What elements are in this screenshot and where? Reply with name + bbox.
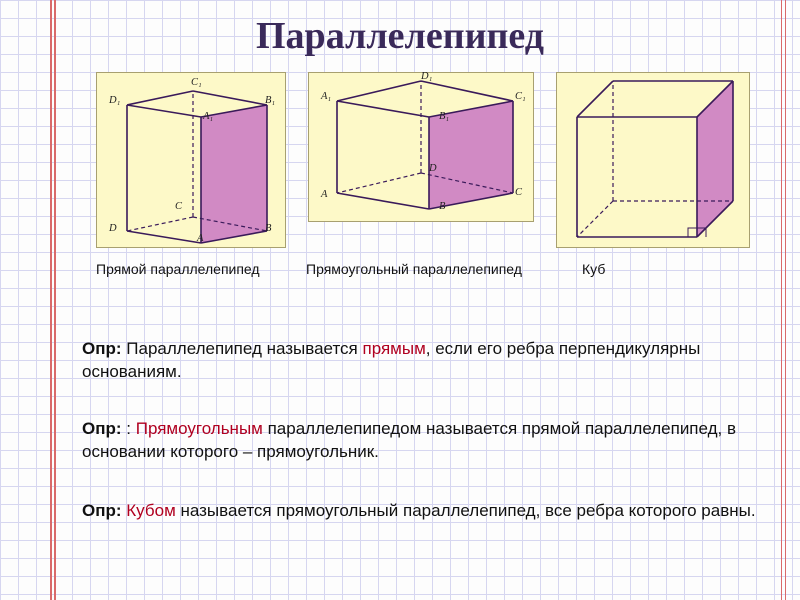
vertex-label: C [515, 187, 522, 198]
vertex-label: A [197, 233, 203, 244]
vertex-label: D [429, 163, 437, 174]
margin-line [54, 0, 56, 600]
page-title: Параллелепипед [0, 14, 800, 58]
figure-right-parallelepiped: D A B C D₁ A₁ B₁ C₁ [96, 72, 286, 248]
vertex-label: D [109, 223, 117, 234]
figure-cube [556, 72, 750, 248]
margin-line [50, 0, 52, 600]
vertex-label: C [175, 201, 182, 212]
opr-label: Опр: [82, 419, 122, 438]
def-text: Параллелепипед называется [126, 339, 362, 358]
margin-line [781, 0, 783, 600]
vertex-label: B [265, 223, 271, 234]
def-keyword: Кубом [126, 501, 175, 520]
vertex-label: B₁ [439, 111, 449, 122]
vertex-label: B₁ [265, 95, 275, 106]
prism-svg [557, 73, 749, 247]
margin-line [785, 0, 787, 600]
opr-label: Опр: [82, 501, 122, 520]
prism-svg [309, 73, 533, 221]
vertex-label: A₁ [203, 111, 213, 122]
vertex-label: D₁ [109, 95, 120, 106]
figures-row: D A B C D₁ A₁ B₁ C₁ A B C D A₁ B₁ C₁ D₁ [96, 72, 750, 248]
opr-label: Опр: [82, 339, 122, 358]
caption: Прямоугольный параллелепипед [306, 260, 530, 278]
vertex-label: A [321, 189, 327, 200]
caption: Прямой параллелепипед [96, 260, 284, 278]
definition-1: Опр: Параллелепипед называется прямым, е… [82, 338, 760, 384]
def-text: называется прямоугольный параллелепипед,… [176, 501, 756, 520]
figure-rectangular-parallelepiped: A B C D A₁ B₁ C₁ D₁ [308, 72, 534, 222]
def-keyword: прямым [362, 339, 425, 358]
definition-3: Опр: Кубом называется прямоугольный пара… [82, 500, 760, 523]
caption: Куб [552, 260, 774, 278]
vertex-label: C₁ [191, 77, 202, 88]
prism-svg [97, 73, 285, 247]
vertex-label: C₁ [515, 91, 526, 102]
definition-2: Опр: : Прямоугольным параллелепипедом на… [82, 418, 760, 464]
vertex-label: A₁ [321, 91, 331, 102]
def-keyword: Прямоугольным [136, 419, 263, 438]
vertex-label: B [439, 201, 445, 212]
captions: Прямой параллелепипед Прямоугольный пара… [96, 260, 774, 278]
slide: Параллелепипед D A B C D₁ A₁ B₁ C₁ A B C… [0, 0, 800, 600]
vertex-label: D₁ [421, 71, 432, 82]
